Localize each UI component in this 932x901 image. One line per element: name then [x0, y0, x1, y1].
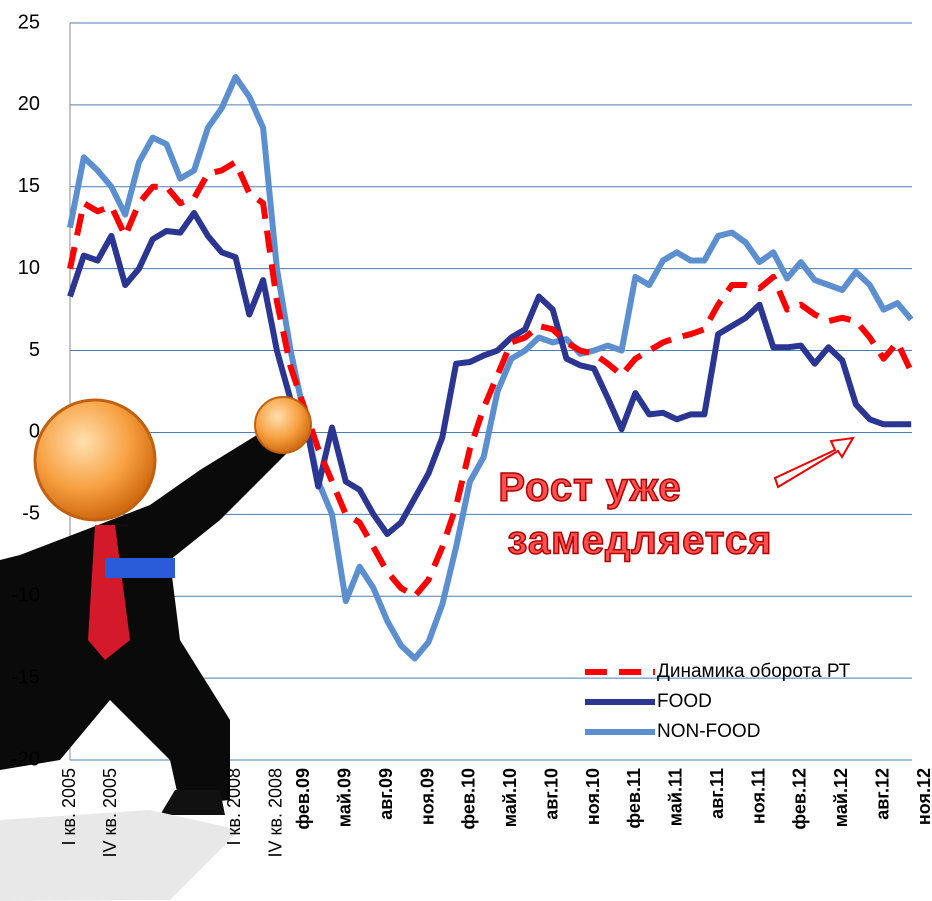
y-tick-label: 5 — [29, 339, 40, 361]
annotation: Рост уже — [498, 466, 681, 510]
x-tick-label: фев.09 — [293, 768, 313, 830]
chart: -20 -15 -10 -5 0 5 10 15 20 25 I кв. 2005 IV кв. 20… — [0, 0, 932, 901]
arrow — [775, 438, 853, 487]
x-tick-label: IV кв. 2008 — [266, 768, 286, 858]
legend-label: Динамика оборота РТ — [657, 661, 851, 682]
x-tick-label: IV кв. 2005 — [100, 768, 120, 858]
y-tick-label: 25 — [18, 11, 40, 33]
legend-label: NON-FOOD — [657, 721, 760, 742]
x-tick-label: авг.10 — [541, 768, 561, 820]
y-tick-label: -20 — [11, 748, 40, 770]
y-tick-label: -10 — [11, 585, 40, 607]
x-tick-label: ноя.10 — [583, 768, 603, 825]
y-tick-label: -5 — [22, 503, 40, 525]
annotation: замедляется — [508, 519, 773, 563]
legend-label: FOOD — [657, 691, 712, 712]
x-tick-label: авг.12 — [872, 768, 892, 820]
x-tick-label: фев.12 — [790, 768, 810, 830]
y-tick-label: 10 — [18, 257, 40, 279]
x-tick-label: авг.09 — [376, 768, 396, 820]
x-tick-label: I кв. 2005 — [59, 768, 79, 845]
series-line — [70, 77, 911, 659]
y-tick-label: 0 — [29, 421, 40, 443]
figure — [0, 397, 311, 901]
y-tick-label: 15 — [18, 175, 40, 197]
x-tick-label: ноя.09 — [417, 768, 437, 825]
x-tick-label: ноя.12 — [914, 768, 932, 825]
x-tick-label: ноя.11 — [748, 768, 768, 824]
y-tick-label: -15 — [11, 666, 40, 688]
x-tick-label: фев.11 — [624, 768, 644, 829]
x-tick-label: май.12 — [831, 768, 851, 827]
y-tick-label: 20 — [18, 93, 40, 115]
x-tick-label: фев.10 — [459, 768, 479, 830]
x-tick-label: I кв. 2008 — [224, 768, 244, 845]
x-tick-label: авг.11 — [707, 768, 727, 819]
x-tick-label: май.10 — [500, 768, 520, 827]
x-tick-label: май.09 — [335, 768, 355, 827]
x-tick-label: май.11 — [666, 768, 686, 826]
